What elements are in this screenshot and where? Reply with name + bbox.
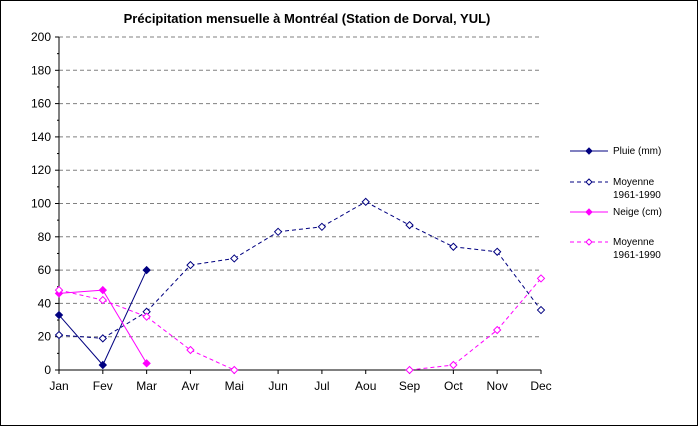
x-tick-label: Dec	[530, 379, 551, 393]
data-point	[492, 325, 502, 335]
series-segment	[190, 349, 235, 371]
series-1	[54, 265, 151, 370]
series-segment	[409, 224, 454, 248]
legend-marker	[585, 147, 593, 155]
data-point	[98, 360, 108, 370]
series-segment	[234, 231, 279, 259]
y-tick-label: 120	[31, 163, 51, 177]
data-point	[405, 365, 414, 375]
y-tick-label: 140	[31, 130, 51, 144]
y-tick-label: 100	[31, 197, 51, 211]
y-tick-label: 40	[38, 296, 52, 310]
x-tick-label: Mai	[225, 379, 244, 393]
series-segment	[58, 289, 103, 294]
legend-label: Moyenne 1961-1990	[613, 237, 661, 261]
x-tick-label: Jul	[314, 379, 329, 393]
legend-label: Neige (cm)	[613, 207, 662, 218]
data-point	[186, 260, 195, 270]
data-point	[54, 330, 64, 340]
series-segment	[102, 289, 148, 364]
series-segment	[453, 246, 498, 253]
data-point	[536, 274, 546, 283]
y-tick-label: 0	[44, 363, 51, 377]
y-tick-label: 180	[31, 63, 51, 77]
x-tick-label: Sep	[399, 379, 421, 393]
series-segment	[102, 299, 147, 318]
x-tick-label: Jan	[49, 379, 68, 393]
series-segment	[102, 311, 147, 339]
series-segment	[146, 264, 191, 313]
legend-label: Moyenne 1961-1990	[613, 177, 661, 201]
legend-marker	[585, 208, 593, 216]
chart-title: Précipitation mensuelle à Montréal (Stat…	[124, 11, 491, 26]
data-point	[449, 242, 458, 251]
series-segment	[496, 251, 542, 311]
x-tick-label: Fev	[93, 379, 113, 393]
data-point	[317, 222, 327, 232]
legend-marker	[585, 178, 593, 186]
y-tick-label: 20	[38, 330, 52, 344]
series-segment	[278, 226, 322, 233]
data-point	[492, 247, 502, 256]
data-point	[361, 197, 370, 207]
x-tick-label: Mar	[136, 379, 157, 393]
data-point	[54, 285, 64, 295]
legend-label-line: 1961-1990	[613, 190, 661, 201]
series-segment	[496, 278, 542, 331]
y-tick-label: 80	[38, 230, 52, 244]
data-point	[142, 265, 151, 275]
data-point	[142, 312, 151, 321]
data-point	[186, 345, 195, 355]
series-segment	[102, 269, 148, 366]
legend: Pluie (mm) Moyenne 1961-1990 Neige (cm) Moye…	[570, 146, 662, 261]
legend-label: Pluie (mm)	[613, 146, 661, 157]
gridlines	[59, 36, 541, 338]
series-4	[54, 274, 546, 375]
legend-entry-2: Moyenne 1961-1990	[570, 177, 661, 201]
data-point	[273, 227, 283, 237]
data-point	[449, 360, 458, 370]
series-2	[54, 197, 546, 343]
series-segment	[453, 329, 498, 366]
series-segment	[58, 289, 103, 301]
y-tick-label: 60	[38, 263, 52, 277]
data-point	[54, 310, 64, 320]
series-segment	[58, 334, 103, 339]
legend-label-line: Moyenne	[613, 177, 655, 188]
x-tick-label: Avr	[182, 379, 200, 393]
series-segment	[409, 364, 454, 371]
data-point	[98, 295, 108, 305]
data-point	[230, 365, 239, 375]
data-point	[98, 334, 108, 343]
series-segment	[58, 314, 104, 366]
legend-entry-4: Moyenne 1961-1990	[570, 237, 661, 261]
data-point	[142, 359, 151, 368]
series-segment	[146, 316, 191, 351]
x-tick-label: Jun	[268, 379, 287, 393]
axes: 0 20 40 60 80 100 120 140 160 180 200 Jan Fev Mar Avr M…	[31, 30, 552, 393]
y-tick-label: 160	[31, 97, 51, 111]
legend-entry-1: Pluie (mm)	[570, 146, 661, 157]
x-tick-label: Nov	[487, 379, 508, 393]
x-tick-label: Oct	[444, 379, 463, 393]
y-tick-label: 200	[31, 30, 51, 44]
legend-entry-3: Neige (cm)	[570, 207, 662, 218]
series-layer	[54, 197, 546, 375]
series-segment	[321, 201, 366, 228]
legend-marker	[585, 238, 593, 246]
series-segment	[365, 201, 410, 226]
data-point	[98, 285, 108, 295]
data-point	[405, 220, 414, 230]
legend-label-line: Moyenne	[613, 237, 655, 248]
data-point	[536, 305, 546, 315]
x-tick-label: Aou	[355, 379, 376, 393]
data-point	[230, 254, 239, 263]
legend-label-line: 1961-1990	[613, 250, 661, 261]
series-segment	[190, 257, 235, 266]
